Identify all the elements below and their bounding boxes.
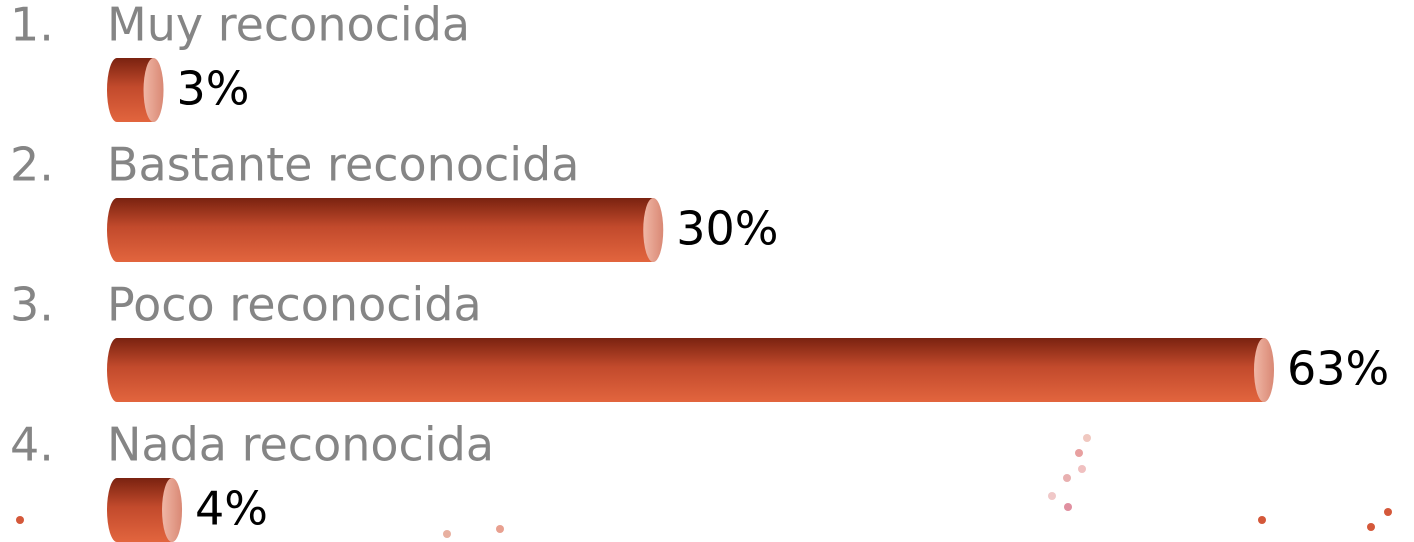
category-label: Muy reconocida [107, 0, 470, 52]
category-label: Nada reconocida [107, 418, 494, 472]
value-label: 4% [195, 482, 268, 536]
category-label: Poco reconocida [107, 278, 482, 332]
bar [107, 478, 182, 542]
bar-cap [143, 58, 164, 122]
value-label: 63% [1287, 342, 1389, 396]
value-label: 3% [177, 62, 250, 116]
decoration [16, 434, 1392, 538]
bar-cap [1254, 338, 1274, 402]
value-label: 30% [676, 202, 778, 256]
bar-cap [162, 478, 183, 542]
bar [107, 338, 1273, 402]
category-label: Bastante reconocida [107, 138, 579, 192]
bar [107, 198, 663, 262]
item-number: 1. [10, 0, 54, 52]
item-number: 3. [10, 278, 54, 332]
item-number: 4. [10, 418, 54, 472]
bar-cap [643, 198, 664, 262]
item-number: 2. [10, 138, 54, 192]
